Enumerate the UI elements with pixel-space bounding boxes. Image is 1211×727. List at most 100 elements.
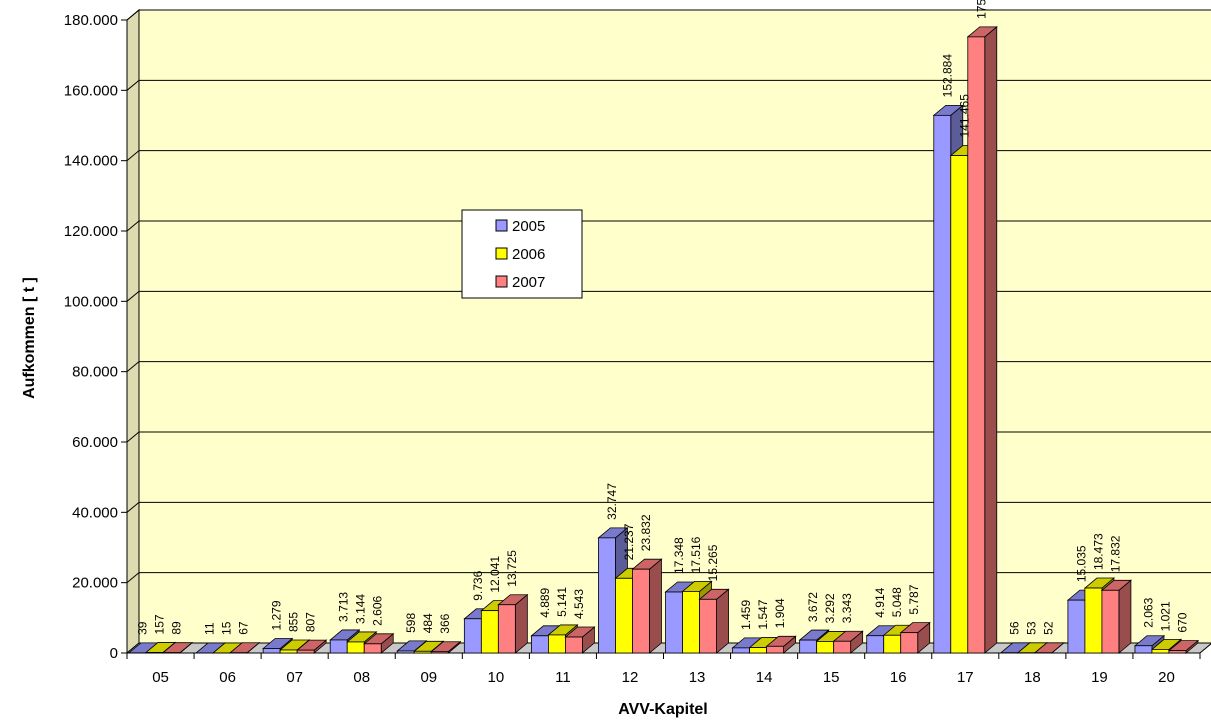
bar-front <box>1085 588 1102 653</box>
data-label: 3.672 <box>806 592 820 622</box>
bar-front <box>531 636 548 653</box>
legend-swatch <box>496 276 507 287</box>
bar-front <box>733 648 750 653</box>
data-label: 152.884 <box>940 54 954 98</box>
data-label: 157 <box>153 614 167 634</box>
bar-front <box>615 578 632 653</box>
data-label: 484 <box>421 613 435 633</box>
bar-front <box>464 619 481 653</box>
x-tick-label: 08 <box>353 669 370 686</box>
y-tick-label: 20.000 <box>72 575 118 592</box>
bar <box>1102 580 1131 653</box>
bar-side <box>1119 580 1131 653</box>
data-label: 3.343 <box>840 593 854 623</box>
bar-front <box>800 640 817 653</box>
plot-walls <box>127 10 1211 653</box>
data-label: 52 <box>1041 621 1055 635</box>
x-tick-label: 16 <box>890 669 907 686</box>
bar-front <box>1152 649 1169 653</box>
x-tick-label: 20 <box>1158 669 1175 686</box>
data-label: 17.516 <box>689 536 703 573</box>
bar-front <box>817 641 834 653</box>
bar-front <box>498 605 515 653</box>
bar-front <box>683 591 700 653</box>
x-tick-label: 14 <box>756 669 773 686</box>
bar-front <box>263 649 280 653</box>
data-label: 15.265 <box>706 544 720 581</box>
x-axis-title: AVV-Kapitel <box>618 701 708 718</box>
bar-front <box>750 648 767 653</box>
data-label: 17.348 <box>672 537 686 574</box>
data-label: 4.914 <box>873 587 887 617</box>
x-tick-label: 05 <box>152 669 169 686</box>
bar-side <box>649 559 661 653</box>
data-label: 13.725 <box>505 550 519 587</box>
y-axis: 020.00040.00060.00080.000100.000120.0001… <box>64 12 127 662</box>
data-label: 1.279 <box>270 600 284 630</box>
bar-front <box>1169 651 1186 653</box>
y-tick-label: 80.000 <box>72 364 118 381</box>
x-tick-label: 15 <box>823 669 840 686</box>
y-tick-label: 60.000 <box>72 434 118 451</box>
y-tick-label: 140.000 <box>64 153 118 170</box>
bar-front <box>951 156 968 653</box>
bar-front <box>598 538 615 653</box>
bar-front <box>1135 646 1152 653</box>
side-wall <box>127 10 139 653</box>
bar-front <box>431 652 448 653</box>
x-tick-label: 13 <box>689 669 706 686</box>
data-label: 4.889 <box>538 587 552 617</box>
data-label: 3.713 <box>337 592 351 622</box>
data-label: 9.736 <box>471 570 485 600</box>
data-label: 141.465 <box>957 94 971 138</box>
bar <box>700 589 729 653</box>
data-label: 53 <box>1024 621 1038 635</box>
data-label: 89 <box>170 621 184 635</box>
data-label: 3.292 <box>823 593 837 623</box>
legend-swatch <box>496 248 507 259</box>
bar-front <box>700 599 717 653</box>
bar-front <box>414 651 431 653</box>
legend-label: 2006 <box>512 246 545 263</box>
bar-front <box>884 635 901 653</box>
bar-front <box>867 636 884 653</box>
bar <box>498 595 527 653</box>
data-label: 67 <box>237 621 251 635</box>
data-label: 23.832 <box>639 514 653 551</box>
y-tick-label: 160.000 <box>64 82 118 99</box>
x-tick-label: 17 <box>957 669 974 686</box>
data-label: 3.144 <box>354 594 368 624</box>
data-label: 12.041 <box>488 556 502 593</box>
data-label: 2.606 <box>371 595 385 625</box>
bar <box>632 559 661 653</box>
x-tick-label: 19 <box>1091 669 1108 686</box>
x-tick-label: 09 <box>420 669 437 686</box>
bar-side <box>717 589 729 653</box>
bar-front <box>632 569 649 653</box>
data-label: 670 <box>1175 612 1189 632</box>
data-label: 366 <box>438 613 452 633</box>
data-label: 15.035 <box>1074 545 1088 582</box>
bar-front <box>347 642 364 653</box>
y-tick-label: 120.000 <box>64 223 118 240</box>
bar-front <box>901 633 918 653</box>
data-label: 1.459 <box>739 600 753 630</box>
x-tick-label: 07 <box>286 669 303 686</box>
data-label: 598 <box>404 613 418 633</box>
bar-front <box>330 640 347 653</box>
data-label: 11 <box>203 622 217 635</box>
bar-front <box>666 592 683 653</box>
data-label: 807 <box>304 612 318 632</box>
x-tick-label: 18 <box>1024 669 1041 686</box>
data-label: 855 <box>287 612 301 632</box>
bar-front <box>280 650 297 653</box>
x-tick-label: 06 <box>219 669 236 686</box>
bar-front <box>397 651 414 653</box>
legend-swatch <box>496 220 507 231</box>
data-label: 175.205 <box>974 0 988 19</box>
bar-front <box>565 637 582 653</box>
